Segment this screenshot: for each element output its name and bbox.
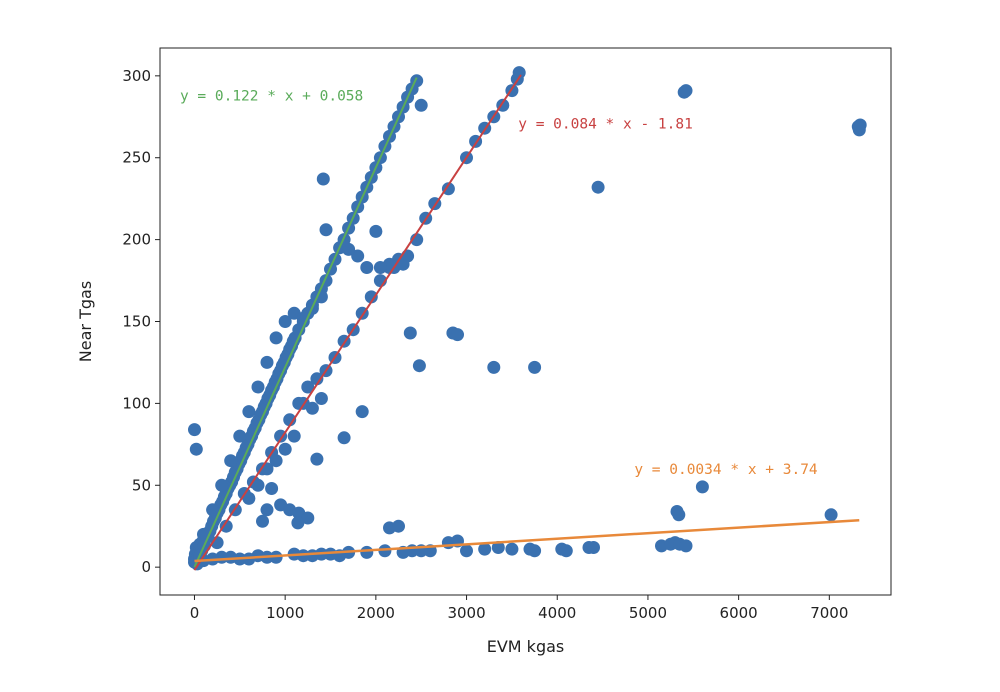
data-point	[269, 550, 283, 564]
data-point	[260, 355, 274, 369]
data-point	[403, 326, 417, 340]
data-point	[591, 180, 605, 194]
data-point	[491, 541, 505, 554]
y-tick-label: 250	[122, 149, 151, 167]
data-point	[242, 491, 256, 505]
x-tick-label: 7000	[810, 604, 848, 622]
data-point	[351, 249, 365, 263]
data-point	[414, 98, 428, 112]
data-point	[355, 405, 369, 419]
y-tick-label: 0	[141, 558, 151, 576]
data-point	[316, 172, 330, 186]
data-point	[291, 516, 305, 530]
data-point	[305, 401, 319, 415]
data-point	[369, 224, 383, 238]
data-point	[269, 331, 283, 345]
data-point	[679, 84, 693, 98]
data-point	[851, 120, 865, 134]
x-tick-label: 1000	[266, 604, 304, 622]
y-tick-label: 100	[122, 394, 151, 412]
data-point	[441, 182, 455, 196]
data-point	[287, 429, 301, 443]
data-point	[206, 503, 220, 517]
fit-label: y = 0.122 * x + 0.058	[180, 88, 363, 104]
data-point	[505, 542, 519, 556]
data-points	[188, 66, 867, 571]
data-point	[269, 454, 283, 468]
data-point	[260, 503, 274, 517]
y-tick-label: 200	[122, 231, 151, 249]
data-point	[559, 544, 573, 558]
data-point	[251, 478, 265, 492]
x-tick-label: 0	[190, 604, 200, 622]
data-point	[242, 405, 256, 419]
data-point	[296, 549, 310, 563]
x-axis-label: EVM kgas	[487, 637, 565, 656]
data-point	[278, 315, 292, 328]
data-point	[342, 242, 356, 256]
x-tick-label: 5000	[629, 604, 667, 622]
x-tick-label: 3000	[447, 604, 485, 622]
data-point	[310, 372, 324, 386]
fit-labels: y = 0.122 * x + 0.058 y = 0.084 * x - 1.8…	[180, 88, 818, 477]
data-point	[337, 431, 351, 445]
data-point	[242, 552, 256, 566]
y-tick-label: 150	[122, 313, 151, 331]
data-point	[528, 544, 542, 558]
data-point	[260, 462, 274, 476]
data-point	[360, 261, 374, 274]
data-point	[283, 413, 297, 427]
data-point	[224, 550, 238, 564]
data-point	[219, 519, 233, 533]
data-point	[695, 480, 709, 494]
data-point	[373, 261, 387, 274]
data-point	[301, 511, 315, 525]
data-point	[189, 442, 203, 456]
data-point	[824, 508, 838, 522]
data-point	[392, 519, 405, 533]
y-axis-ticks: 0 50 100 150 200 250 300	[122, 67, 160, 576]
data-point	[251, 380, 265, 394]
data-point	[224, 454, 238, 468]
fit-label: y = 0.0034 * x + 3.74	[634, 462, 818, 478]
fit-lines	[193, 74, 860, 571]
x-tick-label: 2000	[357, 604, 395, 622]
data-point	[256, 514, 269, 528]
x-axis-ticks: 0 1000 2000 3000 4000 5000 6000 7000	[190, 595, 848, 622]
data-point	[319, 223, 333, 237]
y-tick-label: 300	[122, 67, 151, 85]
data-point	[278, 442, 292, 456]
data-point	[301, 380, 315, 394]
data-point	[233, 429, 247, 443]
data-point	[528, 360, 542, 374]
data-point	[314, 392, 328, 405]
data-point	[451, 328, 464, 342]
data-point	[478, 542, 492, 556]
y-tick-label: 50	[132, 476, 151, 494]
data-point	[460, 544, 473, 558]
fit-line-green	[193, 77, 418, 568]
data-point	[487, 360, 501, 374]
data-point	[512, 66, 526, 80]
data-point	[378, 544, 392, 558]
data-point	[188, 423, 201, 437]
data-point	[587, 541, 600, 554]
fit-line-orange	[194, 518, 860, 563]
fit-line-red	[193, 74, 522, 571]
x-tick-label: 6000	[720, 604, 758, 622]
data-point	[679, 539, 693, 553]
data-point	[672, 508, 686, 522]
data-point	[265, 482, 279, 495]
data-point	[364, 290, 378, 304]
data-point	[412, 359, 426, 373]
data-point	[310, 452, 324, 466]
x-tick-label: 4000	[538, 604, 576, 622]
data-point	[360, 545, 374, 559]
y-axis-label: Near Tgas	[76, 281, 95, 362]
fit-label: y = 0.084 * x - 1.81	[518, 116, 693, 132]
data-point	[215, 478, 229, 492]
